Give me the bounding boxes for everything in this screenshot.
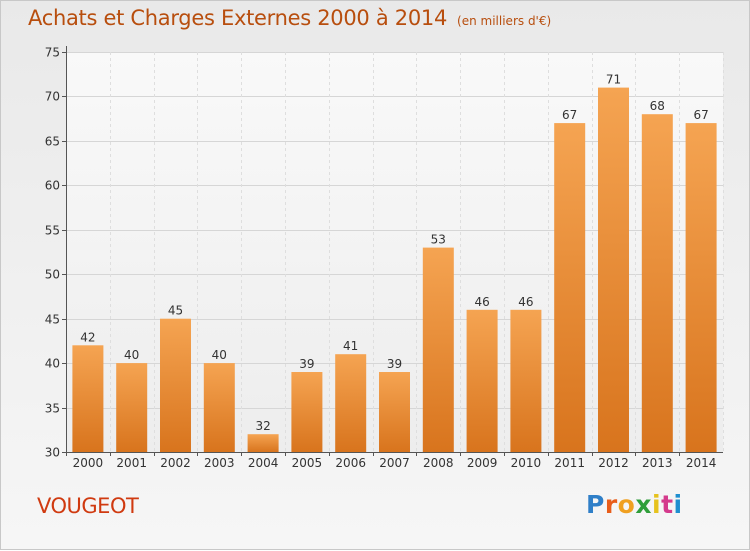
- y-tick-label-70: 70: [45, 90, 60, 104]
- x-tick-label-2014: 2014: [686, 456, 717, 470]
- y-tick-label-30: 30: [45, 446, 60, 460]
- x-tick-label-2010: 2010: [511, 456, 542, 470]
- value-label-2010: 46: [518, 295, 533, 309]
- x-tick-label-2003: 2003: [204, 456, 235, 470]
- x-tick-label-2013: 2013: [642, 456, 673, 470]
- value-label-2003: 40: [212, 348, 227, 362]
- x-tick-label-2006: 2006: [335, 456, 366, 470]
- logo-letter: i: [673, 490, 683, 519]
- chart-subtitle: (en milliers d'€): [457, 14, 552, 28]
- x-tick-label-2002: 2002: [160, 456, 191, 470]
- value-label-2001: 40: [124, 348, 139, 362]
- bar-2011: [554, 123, 586, 452]
- x-tick-label-2000: 2000: [73, 456, 104, 470]
- bar-2006: [335, 354, 367, 452]
- logo-letter: x: [635, 490, 652, 519]
- axes: 30 35 40 45 50 55 60 65 70 75: [45, 46, 723, 460]
- bar-2007: [379, 372, 410, 452]
- bar-2002: [160, 318, 191, 452]
- value-label-2007: 39: [387, 357, 402, 371]
- bar-2014: [685, 123, 717, 452]
- logo-letter: P: [586, 490, 605, 519]
- y-tick-label-55: 55: [45, 224, 60, 238]
- y-tick-label-45: 45: [45, 313, 60, 327]
- labels: 42 2000 40 2001 45 2002 40 2003 32 2004 39 2005 41 20…: [66, 73, 717, 470]
- bar-2012: [598, 87, 629, 452]
- value-label-2014: 67: [693, 108, 708, 122]
- y-tick-label-50: 50: [45, 268, 60, 282]
- bars: [72, 87, 717, 452]
- bar-2013: [641, 114, 673, 452]
- bar-2010: [510, 309, 542, 452]
- x-tick-label-2005: 2005: [292, 456, 323, 470]
- bar-2005: [291, 372, 323, 452]
- bar-2003: [203, 363, 235, 452]
- y-tick-label-35: 35: [45, 402, 60, 416]
- x-tick-label-2012: 2012: [598, 456, 629, 470]
- value-label-2013: 68: [650, 99, 665, 113]
- value-label-2011: 67: [562, 108, 577, 122]
- value-label-2004: 32: [255, 419, 270, 433]
- logo-letter: t: [661, 490, 674, 519]
- x-tick-label-2007: 2007: [379, 456, 410, 470]
- y-tick-label-60: 60: [45, 179, 60, 193]
- value-label-2012: 71: [606, 73, 621, 87]
- x-tick-label-2009: 2009: [467, 456, 498, 470]
- logo-letter: r: [604, 490, 618, 519]
- chart-title: Achats et Charges Externes 2000 à 2014: [28, 6, 448, 30]
- bar-2000: [72, 345, 104, 452]
- value-label-2006: 41: [343, 339, 358, 353]
- value-label-2005: 39: [299, 357, 314, 371]
- logo-letter: o: [617, 490, 636, 519]
- y-tick-label-75: 75: [45, 46, 60, 60]
- x-tick-label-2008: 2008: [423, 456, 454, 470]
- x-tick-label-2011: 2011: [554, 456, 585, 470]
- proxiti-logo[interactable]: Proxiti: [586, 490, 683, 519]
- value-label-2008: 53: [431, 233, 446, 247]
- y-tick-label-40: 40: [45, 357, 60, 371]
- commune-name: VOUGEOT: [37, 494, 139, 518]
- bar-2008: [422, 247, 454, 452]
- value-label-2000: 42: [80, 330, 95, 344]
- value-label-2002: 45: [168, 304, 183, 318]
- bar-2004: [247, 434, 279, 452]
- y-tick-label-65: 65: [45, 135, 60, 149]
- bar-2001: [116, 363, 148, 452]
- chart-title-block: Achats et Charges Externes 2000 à 2014 (e…: [28, 6, 551, 30]
- logo-letter: i: [652, 490, 662, 519]
- x-tick-label-2004: 2004: [248, 456, 279, 470]
- x-tick-label-2001: 2001: [116, 456, 147, 470]
- value-label-2009: 46: [474, 295, 489, 309]
- bar-2009: [466, 309, 498, 452]
